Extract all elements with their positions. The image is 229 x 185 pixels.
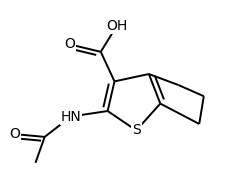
Text: HN: HN [61,110,81,124]
Text: S: S [132,123,141,137]
Text: O: O [64,37,75,51]
Text: OH: OH [106,19,127,33]
Text: O: O [9,127,20,141]
